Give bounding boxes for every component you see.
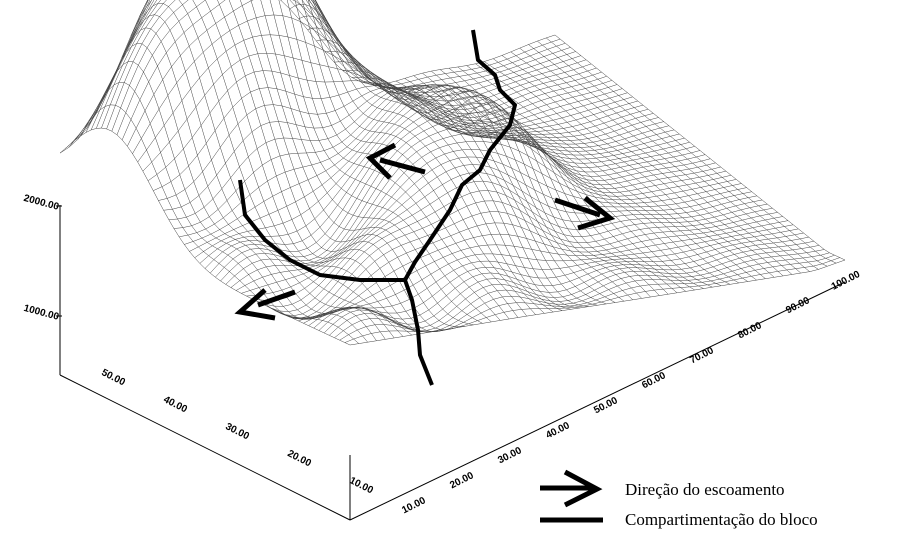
mesh-line [231,132,726,288]
mesh-line [226,122,721,285]
y-tick-label: 30.00 [223,421,251,442]
page: {"axes": {"z": {"ticks": ["1000.00", "20… [0,0,898,536]
z-tick-label: 1000.00 [22,303,60,323]
legend-label: Direção do escoamento [625,480,785,499]
x-tick-label: 90.00 [784,295,812,316]
mesh-line [140,0,430,332]
mesh-line [555,35,845,260]
x-tick-label: 80.00 [736,320,764,341]
mesh-line [112,0,607,131]
mesh-line [303,229,798,323]
mesh-line [314,237,809,328]
legend: Direção do escoamento Compartimentação d… [540,472,818,529]
legend-label: Compartimentação do bloco [625,510,818,529]
mesh-line [122,0,617,140]
y-tick-label: 10.00 [347,475,375,496]
wireframe-surface [60,0,845,345]
mesh-line [254,0,544,313]
mesh-line [414,76,704,289]
x-tick-label: 20.00 [448,470,476,491]
z-tick-label: 2000.00 [22,193,60,213]
mesh-line [343,71,633,300]
box-frame [60,205,845,520]
x-tick-label: 40.00 [544,420,572,441]
mesh-line [138,35,633,162]
mesh-line [520,48,810,271]
mesh-line [502,55,792,274]
y-tick-label: 50.00 [99,367,127,388]
x-tick-label: 50.00 [592,395,620,416]
x-tick-label: 60.00 [640,370,668,391]
y-tick-label: 40.00 [161,394,189,415]
x-tick-label: 70.00 [688,345,716,366]
surface-figure: 1000.00 2000.00 10.00 20.00 30.00 40.00 50.00 6… [0,0,898,536]
x-tick-label: 10.00 [400,495,428,516]
mesh-line [210,0,500,320]
mesh-line [405,78,695,290]
mesh-line [78,82,368,342]
legend-arrow [540,472,597,505]
mesh-line [221,112,716,281]
mesh-line [528,45,818,270]
mesh-line [511,52,801,273]
mesh-line [387,83,677,293]
mesh-line [175,0,465,327]
y-tick-label: 20.00 [285,448,313,469]
x-tick-label: 100.00 [830,269,863,293]
